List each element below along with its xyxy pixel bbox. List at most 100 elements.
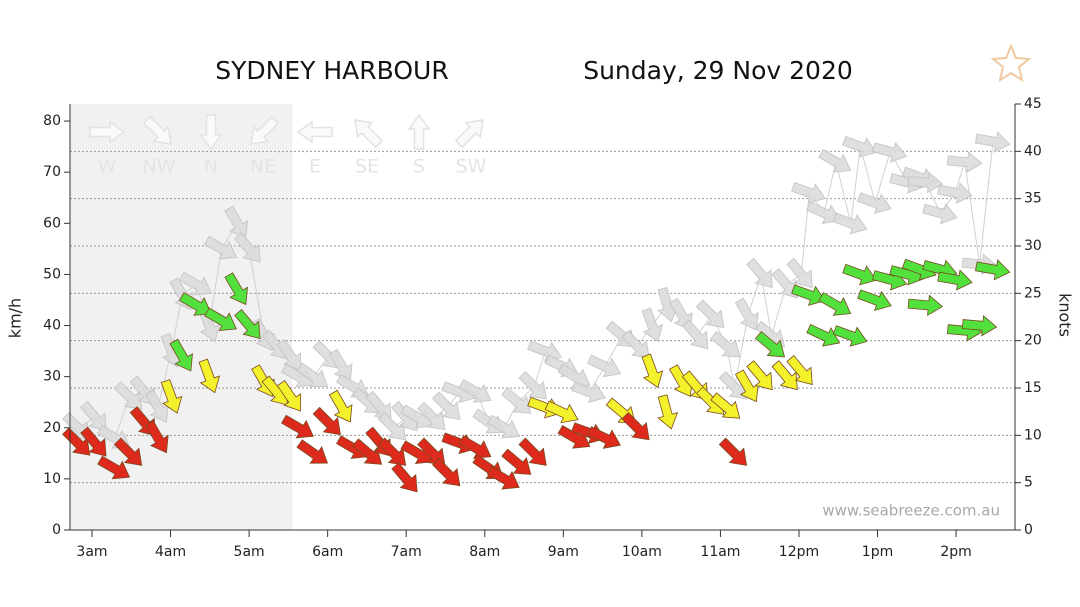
wind-arrow bbox=[178, 292, 212, 316]
y2-tick-label: 10 bbox=[1024, 427, 1042, 443]
gust-arrow bbox=[695, 299, 725, 328]
wind-arrow bbox=[160, 379, 183, 414]
favourite-star[interactable] bbox=[990, 43, 1032, 83]
compass-arrow bbox=[250, 115, 280, 145]
gust-arrow bbox=[113, 381, 143, 410]
compass-arrow bbox=[354, 119, 384, 149]
y2-tick-label: 5 bbox=[1024, 475, 1033, 491]
wind-arrow bbox=[961, 315, 998, 337]
wind-arrow bbox=[710, 392, 741, 419]
gust-arrow bbox=[203, 235, 238, 260]
gust-arrow bbox=[501, 387, 532, 414]
gust-arrow bbox=[144, 389, 169, 423]
x-tick-label: 10am bbox=[622, 544, 662, 560]
y-tick-label: 80 bbox=[43, 113, 61, 129]
wind-arrow bbox=[746, 360, 773, 391]
compass-label: NE bbox=[250, 156, 276, 178]
x-tick-label: 12pm bbox=[779, 544, 819, 560]
wind-arrow bbox=[818, 292, 852, 316]
compass-arrow bbox=[454, 119, 484, 149]
wind-arrow bbox=[224, 272, 248, 306]
gust-arrow bbox=[791, 181, 826, 204]
y-tick-label: 0 bbox=[52, 522, 61, 538]
y-tick-label: 70 bbox=[43, 164, 61, 180]
wind-arrow bbox=[62, 427, 91, 456]
wind-arrow bbox=[544, 400, 579, 424]
x-tick-label: 11am bbox=[700, 544, 740, 560]
wind-arrow bbox=[587, 426, 621, 449]
gust-arrow bbox=[234, 232, 261, 263]
y2-tick-label: 0 bbox=[1024, 522, 1033, 538]
compass-arrow bbox=[199, 114, 223, 151]
y2-tick-label: 35 bbox=[1024, 191, 1042, 207]
x-tick-label: 2pm bbox=[940, 544, 971, 560]
wind-arrow bbox=[786, 355, 813, 386]
wind-arrow bbox=[352, 438, 383, 465]
gust-arrow bbox=[842, 135, 878, 158]
x-tick-label: 5am bbox=[234, 544, 265, 560]
gust-arrow bbox=[806, 201, 841, 225]
wind-arrow bbox=[755, 331, 786, 358]
wind-arrow bbox=[198, 358, 221, 394]
x-tick-label: 1pm bbox=[862, 544, 893, 560]
y-tick-label: 60 bbox=[43, 215, 61, 231]
gust-arrow bbox=[922, 203, 958, 225]
compass-arrow bbox=[142, 115, 172, 145]
gust-arrow bbox=[276, 339, 302, 371]
wind-arrow bbox=[276, 380, 302, 412]
gust-arrow bbox=[377, 411, 407, 441]
x-tick-label: 6am bbox=[312, 544, 343, 560]
wind-arrow bbox=[204, 307, 237, 332]
y2-tick-label: 40 bbox=[1024, 143, 1042, 159]
compass-arrow bbox=[89, 120, 126, 144]
y2-tick-label: 45 bbox=[1024, 96, 1042, 112]
wind-arrow bbox=[791, 284, 826, 306]
gust-arrow bbox=[621, 330, 650, 359]
wind-arrow bbox=[458, 435, 492, 459]
wind-arrow bbox=[842, 263, 877, 286]
x-tick-label: 4am bbox=[155, 544, 186, 560]
gust-arrow bbox=[832, 212, 868, 235]
wind-arrow bbox=[391, 462, 418, 493]
gust-arrow bbox=[710, 330, 741, 358]
wind-arrow bbox=[734, 369, 759, 403]
y-tick-label: 50 bbox=[43, 266, 61, 282]
gust-arrow bbox=[786, 257, 813, 289]
x-tick-label: 3am bbox=[76, 544, 107, 560]
y-tick-label: 30 bbox=[43, 369, 61, 385]
wind-arrow bbox=[80, 426, 107, 457]
wind-arrow bbox=[937, 269, 973, 291]
gust-arrow bbox=[746, 257, 773, 289]
compass-label: NW bbox=[143, 156, 176, 178]
compass-label: SE bbox=[355, 156, 379, 178]
wind-arrow bbox=[97, 455, 131, 480]
wind-arrow bbox=[641, 353, 664, 389]
y-tick-label: 10 bbox=[43, 471, 61, 487]
y2-tick-label: 25 bbox=[1024, 285, 1042, 301]
compass-label: SW bbox=[456, 156, 487, 178]
x-tick-label: 9am bbox=[548, 544, 579, 560]
wind-arrow bbox=[771, 360, 798, 391]
wind-arrow bbox=[169, 338, 193, 372]
gust-arrow bbox=[946, 151, 983, 174]
gust-arrow bbox=[857, 192, 892, 215]
gust-arrow bbox=[224, 205, 249, 239]
gust-arrow bbox=[641, 307, 664, 343]
gust-arrow bbox=[818, 148, 852, 173]
wind-arrow bbox=[657, 394, 679, 430]
compass-label: E bbox=[309, 156, 321, 178]
y-axis-label: km/h bbox=[6, 298, 25, 338]
compass-label: N bbox=[204, 156, 218, 178]
gust-arrow bbox=[681, 319, 709, 350]
wind-arrow bbox=[907, 294, 944, 317]
x-tick-label: 8am bbox=[469, 544, 500, 560]
gust-arrow bbox=[586, 354, 622, 378]
wind-arrow bbox=[145, 420, 169, 454]
y2-tick-label: 15 bbox=[1024, 380, 1042, 396]
x-tick-label: 7am bbox=[391, 544, 422, 560]
wind-arrow bbox=[432, 458, 461, 487]
gust-arrow bbox=[734, 297, 759, 331]
y2-tick-label: 20 bbox=[1024, 333, 1042, 349]
wind-arrow bbox=[975, 259, 1011, 281]
